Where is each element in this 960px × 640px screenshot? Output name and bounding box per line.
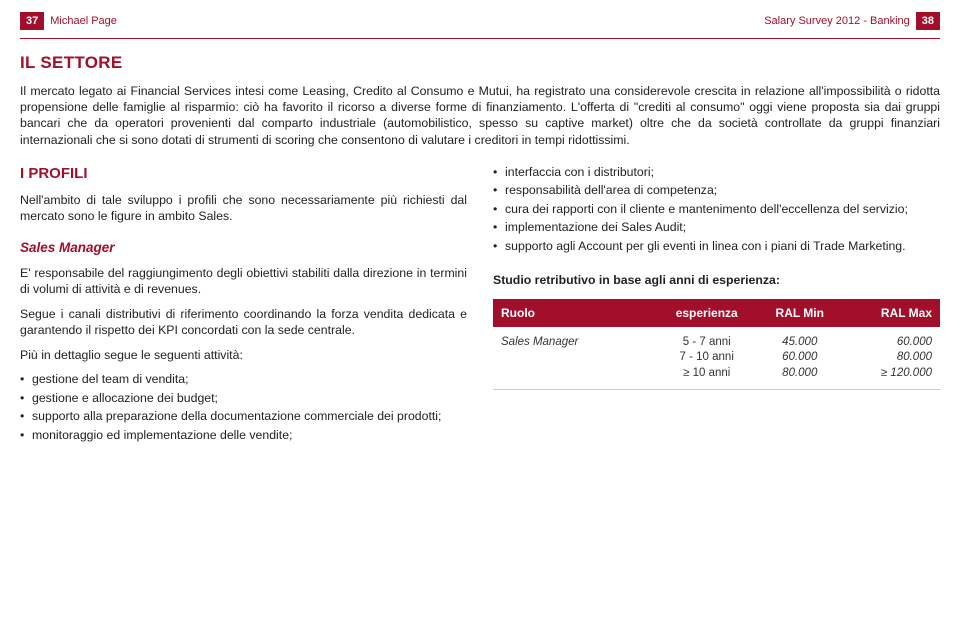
exp-value: 7 - 10 anni [680, 350, 734, 365]
header-rule [20, 38, 940, 39]
max-value: ≥ 120.000 [881, 366, 932, 381]
sm-paragraph-3: Più in dettaglio segue le seguenti attiv… [20, 347, 467, 363]
page-number-right: 38 [916, 12, 940, 30]
brand-name: Michael Page [50, 15, 117, 27]
list-item: supporto agli Account per gli eventi in … [493, 238, 940, 254]
table-row: Sales Manager 5 - 7 anni 7 - 10 anni ≥ 1… [493, 327, 940, 385]
right-bullet-list: interfaccia con i distributori; responsa… [493, 164, 940, 254]
list-item: gestione e allocazione dei budget; [20, 390, 467, 406]
profili-paragraph: Nell'ambito di tale sviluppo i profili c… [20, 192, 467, 225]
min-value: 45.000 [782, 335, 817, 350]
list-item: monitoraggio ed implementazione delle ve… [20, 427, 467, 443]
td-max: 60.000 80.000 ≥ 120.000 [844, 335, 932, 381]
intro-paragraph: Il mercato legato ai Financial Services … [20, 83, 940, 148]
studio-heading: Studio retributivo in base agli anni di … [493, 272, 940, 288]
sm-bullet-list: gestione del team di vendita; gestione e… [20, 371, 467, 443]
page-header: 37 Michael Page Salary Survey 2012 - Ban… [0, 0, 960, 38]
table-header-row: Ruolo esperienza RAL Min RAL Max [493, 299, 940, 327]
exp-value: ≥ 10 anni [683, 366, 730, 381]
doc-title: Salary Survey 2012 - Banking [764, 15, 910, 27]
th-role: Ruolo [501, 305, 658, 321]
list-item: gestione del team di vendita; [20, 371, 467, 387]
two-column-layout: I PROFILI Nell'ambito di tale sviluppo i… [0, 164, 960, 445]
left-column: I PROFILI Nell'ambito di tale sviluppo i… [20, 164, 467, 445]
max-value: 80.000 [897, 350, 932, 365]
th-min: RAL Min [756, 305, 844, 321]
sales-manager-heading: Sales Manager [20, 239, 467, 257]
list-item: supporto alla preparazione della documen… [20, 408, 467, 424]
salary-table: Studio retributivo in base agli anni di … [493, 272, 940, 390]
list-item: responsabilità dell'area di competenza; [493, 182, 940, 198]
sm-paragraph-1: E' responsabile del raggiungimento degli… [20, 265, 467, 298]
profili-heading: I PROFILI [20, 164, 467, 184]
min-value: 60.000 [782, 350, 817, 365]
header-left: 37 Michael Page [20, 12, 117, 30]
list-item: implementazione dei Sales Audit; [493, 219, 940, 235]
list-item: cura dei rapporti con il cliente e mante… [493, 201, 940, 217]
th-max: RAL Max [844, 305, 932, 321]
list-item: interfaccia con i distributori; [493, 164, 940, 180]
td-exp: 5 - 7 anni 7 - 10 anni ≥ 10 anni [658, 335, 756, 381]
header-right: Salary Survey 2012 - Banking 38 [764, 12, 940, 30]
max-value: 60.000 [897, 335, 932, 350]
table-divider [493, 389, 940, 390]
section-heading: IL SETTORE [20, 53, 940, 73]
sm-paragraph-2: Segue i canali distributivi di riferimen… [20, 306, 467, 339]
page-number-left: 37 [20, 12, 44, 30]
exp-value: 5 - 7 anni [683, 335, 731, 350]
right-column: interfaccia con i distributori; responsa… [493, 164, 940, 445]
td-role: Sales Manager [501, 335, 658, 350]
min-value: 80.000 [782, 366, 817, 381]
td-min: 45.000 60.000 80.000 [756, 335, 844, 381]
th-exp: esperienza [658, 305, 756, 321]
